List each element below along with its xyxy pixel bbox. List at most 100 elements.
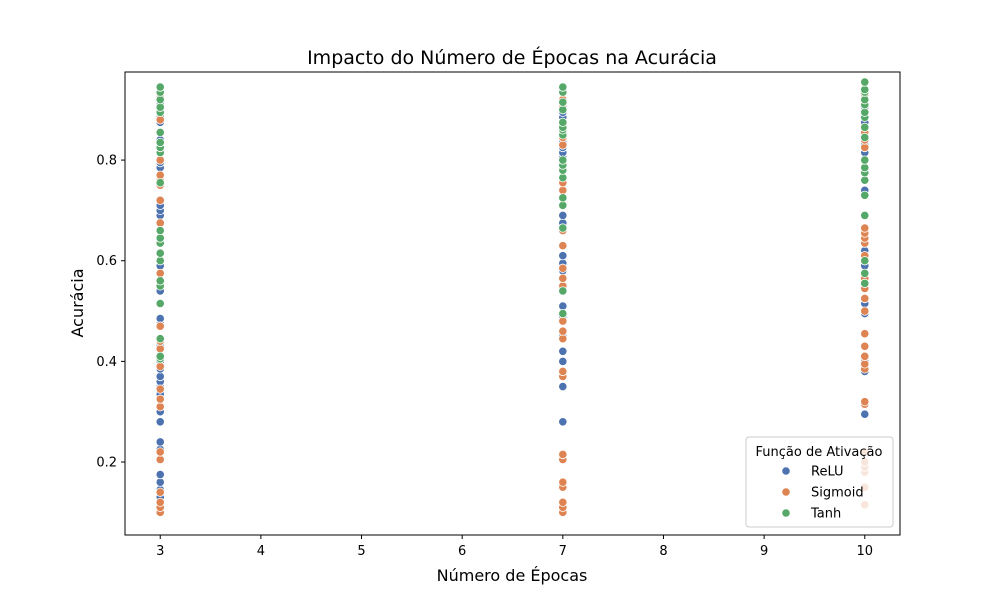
y-axis-title: Acurácia — [68, 268, 87, 337]
data-point — [558, 117, 568, 127]
data-point — [155, 137, 165, 148]
data-point — [860, 268, 870, 278]
data-point — [860, 278, 870, 288]
data-point — [155, 497, 165, 507]
data-point — [860, 210, 870, 221]
x-tick-label: 7 — [559, 544, 567, 559]
data-point — [155, 170, 165, 180]
data-point — [558, 497, 568, 507]
data-point — [860, 351, 870, 361]
y-tick-label: 0.8 — [96, 154, 117, 169]
data-point — [558, 301, 568, 311]
data-point — [860, 190, 870, 200]
legend-title: Função de Ativação — [756, 445, 883, 460]
data-point — [155, 351, 165, 361]
y-tick-label: 0.6 — [96, 254, 117, 269]
data-point — [558, 140, 568, 150]
data-point — [860, 341, 870, 351]
x-axis: 3 4 5 6 7 8 9 10 — [156, 535, 873, 559]
data-point — [155, 344, 165, 354]
data-point — [155, 384, 165, 394]
legend-marker-relu — [781, 466, 791, 476]
y-tick-label: 0.2 — [96, 456, 117, 471]
x-tick-label: 4 — [257, 544, 265, 559]
data-point — [155, 477, 165, 487]
legend-marker-tanh — [781, 508, 791, 518]
data-point — [155, 82, 165, 92]
data-point — [155, 95, 165, 105]
data-point — [558, 155, 568, 165]
data-point — [558, 185, 568, 195]
data-point — [558, 334, 568, 344]
data-point — [860, 409, 870, 419]
x-tick-label: 5 — [357, 544, 365, 559]
data-point — [155, 394, 165, 404]
data-point — [558, 346, 568, 356]
data-point — [860, 122, 870, 132]
data-point — [860, 359, 870, 369]
x-tick-label: 10 — [856, 544, 873, 559]
data-point — [860, 293, 870, 304]
points-layer — [155, 77, 870, 517]
data-point — [155, 225, 165, 236]
data-point — [155, 102, 165, 112]
data-point — [558, 241, 568, 251]
data-point — [155, 454, 165, 465]
data-point — [155, 361, 165, 372]
data-point — [558, 210, 568, 221]
x-tick-label: 6 — [458, 544, 466, 559]
data-point — [558, 381, 568, 392]
data-point — [558, 97, 568, 107]
data-point — [155, 371, 165, 382]
x-tick-label: 9 — [760, 544, 768, 559]
data-point — [155, 298, 165, 309]
data-point — [558, 449, 568, 460]
data-point — [860, 306, 870, 316]
data-point — [860, 132, 870, 143]
series-tanh — [155, 77, 870, 364]
data-point — [155, 233, 165, 243]
legend-marker-sigmoid — [781, 487, 791, 497]
data-point — [155, 487, 165, 497]
data-point — [860, 256, 870, 266]
y-axis: 0.2 0.4 0.6 0.8 — [96, 154, 125, 471]
data-point — [155, 276, 165, 286]
legend-label-relu: ReLU — [811, 465, 844, 480]
data-point — [558, 273, 568, 283]
data-point — [558, 251, 568, 261]
data-point — [558, 286, 568, 296]
data-point — [860, 85, 870, 95]
data-point — [860, 163, 870, 173]
data-point — [558, 356, 568, 366]
y-tick-label: 0.4 — [96, 355, 117, 370]
data-point — [860, 107, 870, 117]
data-point — [860, 77, 870, 87]
data-point — [155, 321, 165, 331]
x-axis-title: Número de Épocas — [437, 566, 588, 585]
data-point — [155, 437, 165, 447]
data-point — [155, 268, 165, 278]
data-point — [558, 326, 568, 336]
data-point — [558, 82, 568, 92]
x-tick-label: 3 — [156, 544, 164, 559]
legend-box — [745, 436, 894, 528]
data-point — [155, 155, 165, 165]
legend: Função de Ativação ReLU Sigmoid Tanh — [745, 436, 894, 528]
legend-label-sigmoid: Sigmoid — [811, 486, 864, 501]
data-point — [155, 178, 165, 188]
data-point — [860, 142, 870, 153]
data-point — [558, 417, 568, 427]
data-point — [860, 155, 870, 165]
data-point — [155, 195, 165, 205]
data-point — [155, 313, 165, 324]
data-point — [155, 447, 165, 457]
data-point — [558, 366, 568, 377]
data-point — [155, 248, 165, 258]
x-tick-label: 8 — [659, 544, 667, 559]
data-point — [155, 256, 165, 266]
data-point — [860, 397, 870, 407]
data-point — [558, 263, 568, 273]
data-point — [155, 417, 165, 427]
